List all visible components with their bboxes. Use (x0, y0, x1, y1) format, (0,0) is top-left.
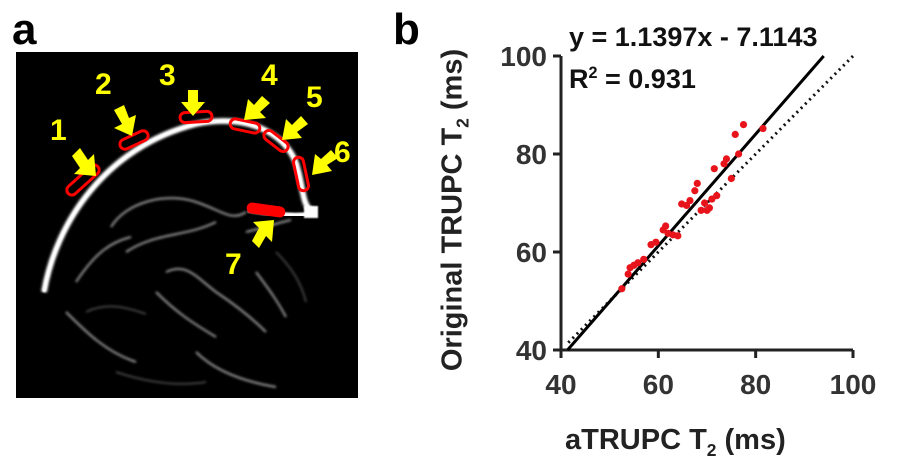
data-point (662, 222, 670, 230)
y-tick-label: 100 (500, 41, 547, 72)
r-squared-label: R2 = 0.931 (569, 64, 696, 95)
chart-ticks: 40 60 80 100 40 60 80 100 (500, 41, 876, 400)
data-point (624, 270, 632, 278)
mri-sagittal-image: 1 2 3 4 5 6 7 (41, 59, 351, 388)
data-point (713, 192, 721, 200)
y-axis-title: Original TRUPC T2 (ms) (437, 49, 474, 371)
data-point (686, 196, 694, 205)
roi-4 (228, 117, 262, 135)
data-point (700, 199, 709, 207)
x-axis-title-unit: (ms) (716, 424, 786, 456)
roi-7 (246, 202, 286, 218)
y-axis-title-main: Original TRUPC T (436, 127, 469, 372)
data-point (727, 174, 735, 183)
inner-vessels (65, 197, 292, 388)
data-point (652, 238, 660, 246)
arrow-2-icon (114, 105, 136, 136)
y-tick-label: 40 (516, 335, 547, 366)
x-tick-label: 40 (545, 369, 576, 400)
chart-points (618, 121, 767, 293)
data-point (759, 124, 767, 133)
chart-lines (566, 54, 855, 351)
r2-superscript: 2 (588, 64, 598, 82)
arrow-6-icon (312, 150, 338, 175)
roi-label-3: 3 (159, 59, 176, 92)
data-point (691, 187, 699, 195)
roi-label-6: 6 (334, 136, 351, 169)
arrow-4-icon (244, 96, 270, 120)
data-point (634, 259, 642, 267)
data-point (705, 204, 714, 212)
data-point (640, 255, 648, 263)
mri-image: 1 2 3 4 5 6 7 (16, 52, 358, 398)
data-point (735, 150, 743, 158)
panel-label-b: b (393, 5, 420, 54)
x-axis-title-main: aTRUPC T (565, 424, 707, 456)
data-point (697, 206, 705, 214)
arrow-5-icon (282, 116, 308, 140)
arrow-7-icon (252, 220, 274, 248)
chart-axes (559, 56, 853, 352)
x-tick-label: 100 (830, 369, 877, 400)
roi-1 (65, 163, 101, 197)
y-tick-label: 80 (516, 139, 547, 170)
arrow-1-icon (72, 148, 96, 176)
data-point (693, 179, 701, 187)
y-tick-label: 60 (516, 237, 547, 268)
arrow-3-icon (181, 90, 205, 116)
roi-6 (292, 155, 310, 193)
data-point (731, 130, 739, 138)
x-tick-label: 60 (643, 369, 674, 400)
data-point (710, 165, 718, 173)
r2-value: = 0.931 (597, 64, 696, 94)
data-point (739, 121, 748, 129)
data-point (722, 155, 731, 163)
y-axis-title-unit: (ms) (436, 48, 469, 119)
roi-label-5: 5 (306, 81, 323, 114)
y-axis-title-sub: 2 (452, 118, 473, 128)
data-point (618, 285, 626, 293)
x-axis-title-sub: 2 (706, 439, 717, 460)
fit-line (566, 55, 825, 351)
roi-outlines (65, 109, 310, 197)
x-axis-title: aTRUPC T2 (ms) (565, 424, 786, 461)
r2-letter: R (569, 64, 589, 94)
data-point (674, 232, 682, 240)
roi-arrows (72, 90, 338, 248)
roi-label-2: 2 (95, 68, 112, 101)
regression-equation: y = 1.1397x - 7.1143 (569, 22, 818, 52)
roi-label-1: 1 (50, 114, 67, 147)
roi-5 (262, 128, 290, 154)
panel-label-a: a (12, 5, 37, 54)
x-tick-label: 80 (740, 369, 771, 400)
roi-label-7: 7 (225, 248, 242, 281)
roi-number-labels: 1 2 3 4 5 6 7 (50, 59, 351, 281)
roi-label-4: 4 (261, 59, 278, 92)
